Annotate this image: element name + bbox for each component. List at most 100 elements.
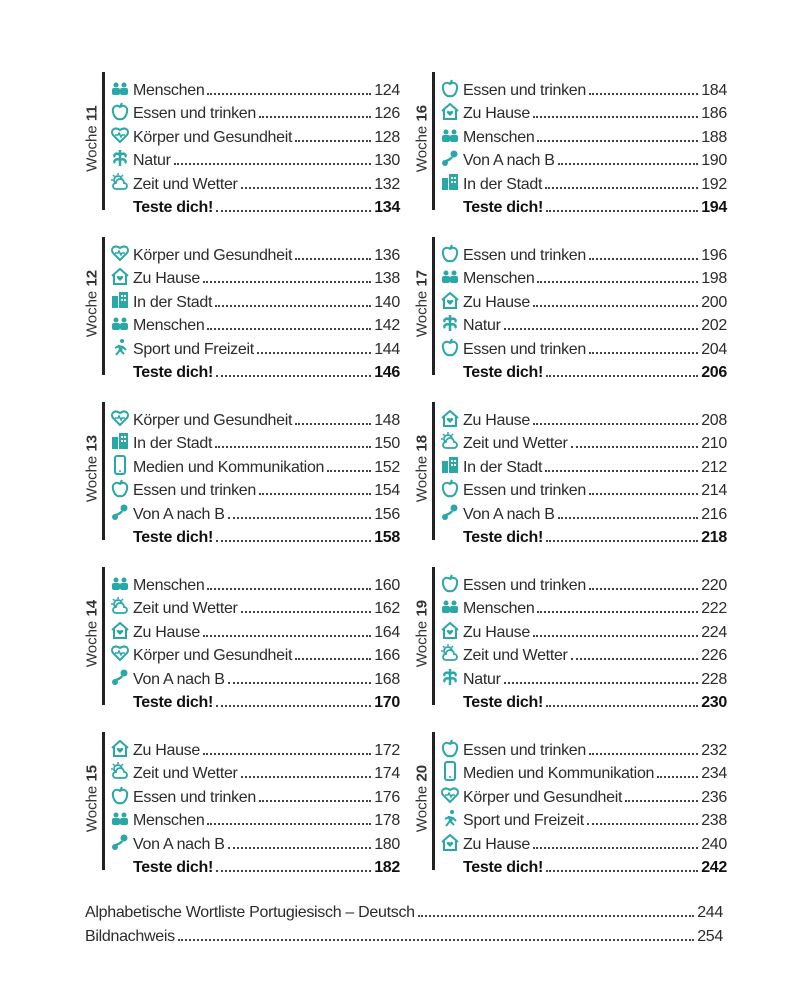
toc-entry[interactable]: Von A nach B 168 bbox=[110, 665, 400, 689]
toc-entry[interactable]: In der Stadt 140 bbox=[110, 288, 400, 312]
toc-entry[interactable]: Essen und trinken 154 bbox=[110, 477, 400, 501]
toc-entry-test[interactable]: Teste dich! 218 bbox=[440, 524, 727, 548]
dot-leader bbox=[215, 375, 372, 377]
toc-entry[interactable]: Zu Hause 200 bbox=[440, 288, 727, 312]
entry-page: 140 bbox=[374, 293, 400, 311]
toc-entry[interactable]: Essen und trinken 232 bbox=[440, 736, 727, 760]
toc-entry[interactable]: Körper und Gesundheit 128 bbox=[110, 123, 400, 147]
entry-page: 234 bbox=[701, 765, 727, 782]
people-icon bbox=[110, 573, 130, 593]
entry-page: 164 bbox=[374, 623, 400, 641]
dot-leader bbox=[202, 281, 372, 283]
divider bbox=[102, 72, 105, 210]
toc-entry[interactable]: Von A nach B 180 bbox=[110, 830, 400, 854]
toc-entry-test[interactable]: Teste dich! 182 bbox=[110, 854, 400, 878]
toc-entry-appendix[interactable]: Bildnachweis 254 bbox=[85, 924, 723, 946]
toc-entry[interactable]: Essen und trinken 184 bbox=[440, 76, 727, 100]
divider bbox=[102, 237, 105, 375]
week-section: Woche 11 Menschen 124 Essen und trinken 126 K… bbox=[80, 72, 400, 216]
toc-entry[interactable]: In der Stadt 212 bbox=[440, 453, 727, 477]
people-icon bbox=[440, 125, 460, 145]
toc-entry-test[interactable]: Teste dich! 146 bbox=[110, 359, 400, 383]
entry-title: Zu Hause bbox=[133, 270, 200, 287]
toc-entry[interactable]: Natur 202 bbox=[440, 312, 727, 336]
toc-entry[interactable]: Medien und Kommunikation 152 bbox=[110, 453, 400, 477]
toc-entry[interactable]: Menschen 124 bbox=[110, 76, 400, 100]
toc-entry[interactable]: Körper und Gesundheit 166 bbox=[110, 642, 400, 666]
dot-leader bbox=[545, 210, 699, 212]
week-label: Woche 16 bbox=[413, 104, 431, 173]
toc-entry-test[interactable]: Teste dich! 134 bbox=[110, 194, 400, 218]
toc-entry[interactable]: Zeit und Wetter 174 bbox=[110, 760, 400, 784]
toc-entry[interactable]: Menschen 142 bbox=[110, 312, 400, 336]
toc-entry-test[interactable]: Teste dich! 242 bbox=[440, 854, 727, 878]
toc-entry[interactable]: Zeit und Wetter 132 bbox=[110, 170, 400, 194]
toc-entry-test[interactable]: Teste dich! 206 bbox=[440, 359, 727, 383]
weather-icon bbox=[110, 761, 130, 781]
people-icon bbox=[440, 266, 460, 286]
dot-leader bbox=[588, 257, 699, 260]
toc-entry[interactable]: Natur 228 bbox=[440, 665, 727, 689]
toc-entry[interactable]: Körper und Gesundheit 148 bbox=[110, 406, 400, 430]
toc-entry[interactable]: Von A nach B 190 bbox=[440, 147, 727, 171]
toc-entry[interactable]: In der Stadt 192 bbox=[440, 170, 727, 194]
toc-entry[interactable]: Sport und Freizeit 144 bbox=[110, 335, 400, 359]
toc-entry-test[interactable]: Teste dich! 158 bbox=[110, 524, 400, 548]
toc-entry[interactable]: Zu Hause 172 bbox=[110, 736, 400, 760]
toc-entry[interactable]: Menschen 222 bbox=[440, 595, 727, 619]
toc-entry[interactable]: In der Stadt 150 bbox=[110, 430, 400, 454]
toc-entry-appendix[interactable]: Alphabetische Wortliste Portugiesisch – … bbox=[85, 900, 723, 922]
toc-entry[interactable]: Von A nach B 156 bbox=[110, 500, 400, 524]
weather-icon bbox=[440, 643, 460, 663]
toc-entry[interactable]: Menschen 160 bbox=[110, 571, 400, 595]
toc-entry[interactable]: Menschen 198 bbox=[440, 265, 727, 289]
toc-entry[interactable]: Menschen 188 bbox=[440, 123, 727, 147]
entry-title: Sport und Freizeit bbox=[463, 812, 584, 829]
toc-entry[interactable]: Medien und Kommunikation 234 bbox=[440, 760, 727, 784]
toc-entry[interactable]: Zu Hause 208 bbox=[440, 406, 727, 430]
toc-entry[interactable]: Zeit und Wetter 210 bbox=[440, 430, 727, 454]
toc-entry[interactable]: Zu Hause 224 bbox=[440, 618, 727, 642]
toc-entry[interactable]: Menschen 178 bbox=[110, 807, 400, 831]
divider bbox=[432, 237, 435, 375]
entry-title: Körper und Gesundheit bbox=[133, 246, 293, 264]
toc-entry[interactable]: Essen und trinken 214 bbox=[440, 477, 727, 501]
entry-page: 178 bbox=[374, 812, 400, 829]
entry-page: 236 bbox=[701, 788, 727, 806]
toc-entry[interactable]: Zeit und Wetter 162 bbox=[110, 595, 400, 619]
entry-page: 206 bbox=[701, 364, 727, 381]
toc-entry[interactable]: Essen und trinken 176 bbox=[110, 783, 400, 807]
entry-page: 216 bbox=[701, 505, 727, 523]
entry-title: Teste dich! bbox=[133, 859, 213, 876]
toc-entry[interactable]: Körper und Gesundheit 136 bbox=[110, 241, 400, 265]
toc-entry[interactable]: Sport und Freizeit 238 bbox=[440, 807, 727, 831]
entry-title: Teste dich! bbox=[133, 199, 213, 216]
house-icon bbox=[110, 620, 130, 640]
toc-entry[interactable]: Essen und trinken 204 bbox=[440, 335, 727, 359]
dot-leader bbox=[545, 375, 699, 377]
entry-title: Menschen bbox=[133, 812, 205, 829]
toc-entry[interactable]: Zu Hause 164 bbox=[110, 618, 400, 642]
toc-entry[interactable]: Zeit und Wetter 226 bbox=[440, 642, 727, 666]
toc-entry[interactable]: Natur 130 bbox=[110, 147, 400, 171]
toc-entry[interactable]: Essen und trinken 220 bbox=[440, 571, 727, 595]
entry-page: 126 bbox=[374, 105, 400, 122]
toc-entry[interactable]: Zu Hause 240 bbox=[440, 830, 727, 854]
toc-entry[interactable]: Essen und trinken 196 bbox=[440, 241, 727, 265]
entry-title: Teste dich! bbox=[133, 364, 213, 381]
toc-entry[interactable]: Zu Hause 186 bbox=[440, 100, 727, 124]
toc-entry[interactable]: Von A nach B 216 bbox=[440, 500, 727, 524]
toc-entry[interactable]: Essen und trinken 126 bbox=[110, 100, 400, 124]
toc-entry[interactable]: Körper und Gesundheit 236 bbox=[440, 783, 727, 807]
toc-entry-test[interactable]: Teste dich! 194 bbox=[440, 194, 727, 218]
city-icon bbox=[440, 455, 460, 475]
dot-leader bbox=[240, 611, 372, 613]
week-section: Woche 14 Menschen 160 Zeit und Wetter 162 Zu … bbox=[80, 567, 400, 711]
entry-title: Essen und trinken bbox=[463, 482, 586, 499]
toc-entry[interactable]: Zu Hause 138 bbox=[110, 265, 400, 289]
toc-entry-test[interactable]: Teste dich! 170 bbox=[110, 689, 400, 713]
entry-page: 146 bbox=[374, 364, 400, 381]
toc-entry-test[interactable]: Teste dich! 230 bbox=[440, 689, 727, 713]
entry-page: 200 bbox=[701, 293, 727, 311]
entry-title: Teste dich! bbox=[463, 529, 543, 546]
